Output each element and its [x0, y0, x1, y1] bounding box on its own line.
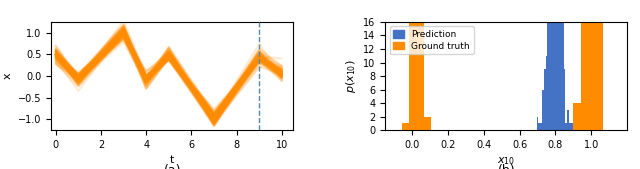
Bar	[558, 0, 560, 130]
Bar	[555, 0, 556, 130]
Bar	[409, 0, 417, 130]
Bar	[549, 2, 551, 130]
Bar	[538, 123, 540, 130]
Bar	[424, 117, 431, 130]
Bar	[596, 0, 604, 130]
Bar	[540, 123, 542, 130]
Bar	[588, 0, 596, 130]
Bar	[537, 117, 538, 130]
Y-axis label: x: x	[3, 73, 12, 79]
Bar	[556, 0, 558, 130]
Bar	[565, 123, 567, 130]
Bar	[571, 123, 573, 130]
Bar	[560, 0, 562, 130]
Bar	[569, 123, 571, 130]
Bar	[551, 0, 553, 130]
Legend: Prediction, Ground truth: Prediction, Ground truth	[390, 27, 474, 54]
Bar	[544, 69, 546, 130]
Bar	[546, 56, 547, 130]
Y-axis label: $p(x_{10})$: $p(x_{10})$	[344, 59, 358, 93]
X-axis label: t: t	[170, 155, 174, 165]
Bar	[553, 0, 555, 130]
Bar	[562, 8, 564, 130]
Title: (a): (a)	[163, 164, 181, 169]
Title: (b): (b)	[497, 164, 515, 169]
Bar	[581, 0, 588, 130]
X-axis label: $x_{10}$: $x_{10}$	[497, 155, 515, 167]
Bar	[564, 69, 565, 130]
Bar	[542, 90, 544, 130]
Bar	[417, 0, 424, 130]
Bar	[547, 0, 549, 130]
Bar	[573, 103, 581, 130]
Bar	[402, 123, 409, 130]
Bar	[567, 110, 569, 130]
